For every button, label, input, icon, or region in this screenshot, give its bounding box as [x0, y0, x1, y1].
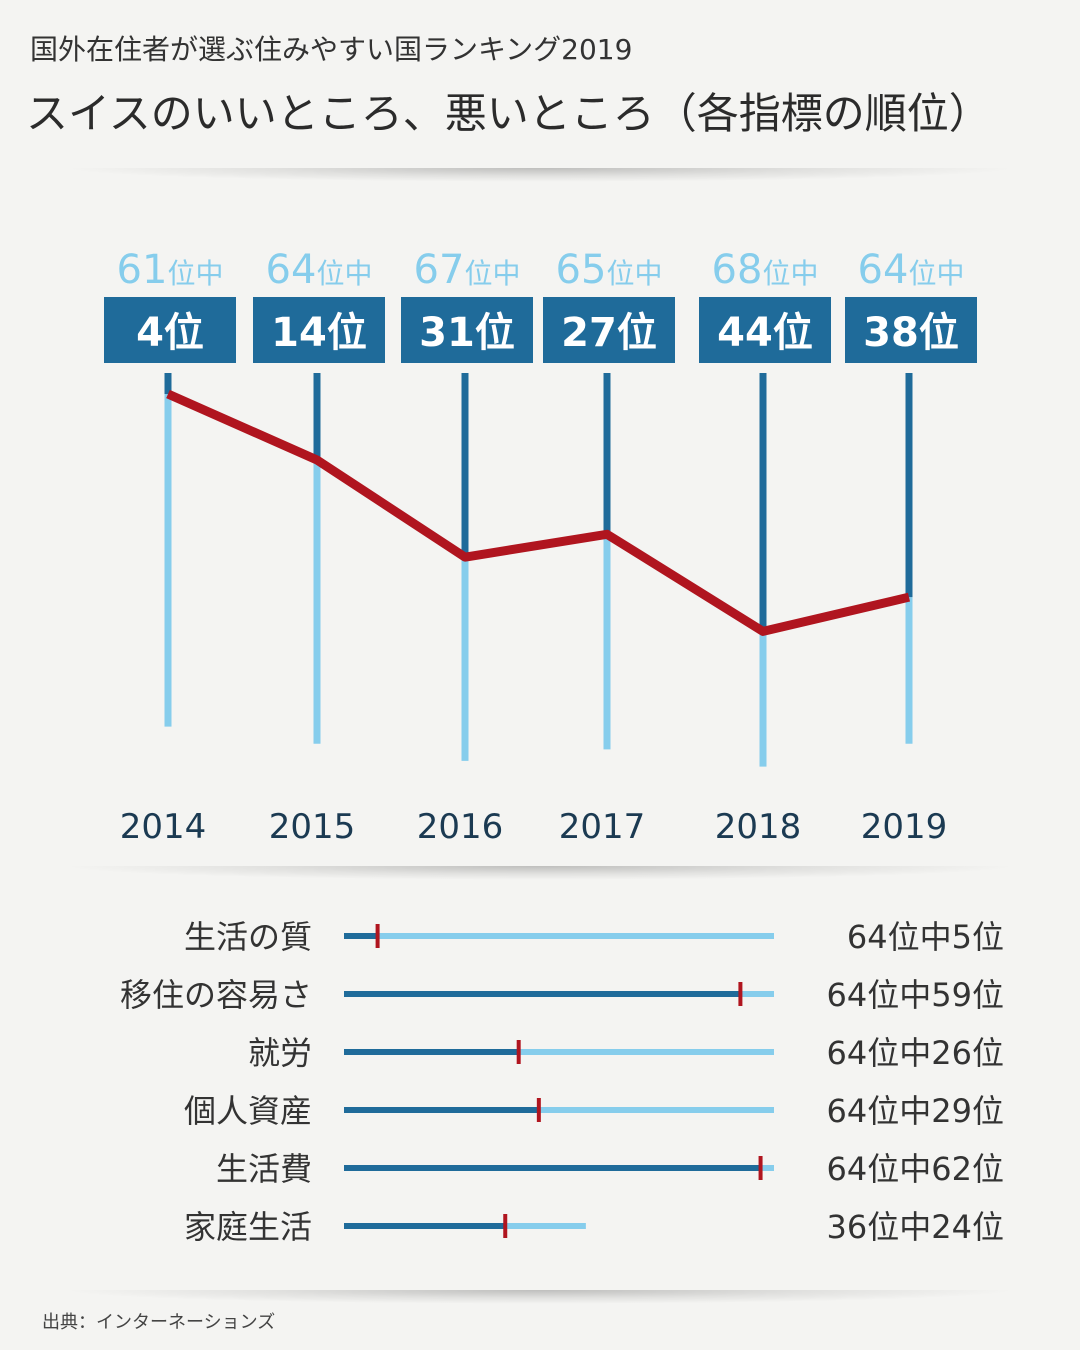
year-tick-label: 2016 [417, 807, 504, 847]
year-tick-label: 2015 [269, 807, 356, 847]
total-label: 67位中 [414, 247, 521, 293]
rank-line-chart: 4位 61位中 2014 14位 64位中 2015 31位 67位中 2016 27位 65位中 2… [104, 247, 977, 847]
rank-label: 27位 [561, 310, 657, 356]
rank-label: 31位 [419, 310, 515, 356]
total-label: 65位中 [556, 247, 663, 293]
indicator-label: 生活費 [216, 1150, 312, 1188]
indicator-value-label: 64位中5位 [847, 918, 1004, 956]
rank-label: 38位 [863, 310, 959, 356]
rank-box [401, 297, 533, 363]
indicator-value-label: 64位中62位 [827, 1150, 1004, 1188]
year-tick-label: 2014 [120, 807, 207, 847]
indicator-value-label: 36位中24位 [827, 1208, 1004, 1246]
total-label: 61位中 [117, 247, 224, 293]
year-tick-label: 2019 [861, 807, 948, 847]
indicator-label: 生活の質 [184, 918, 312, 956]
divider-bottom [60, 1290, 1020, 1304]
indicator-label: 移住の容易さ [120, 976, 312, 1014]
rank-line [166, 389, 911, 636]
rank-box [699, 297, 831, 363]
rank-label: 4位 [136, 310, 204, 356]
indicator-label: 就労 [248, 1034, 312, 1072]
rank-box [104, 297, 236, 363]
rank-box [845, 297, 977, 363]
indicator-label: 家庭生活 [184, 1208, 312, 1246]
indicator-value-label: 64位中29位 [827, 1092, 1004, 1130]
rank-box [543, 297, 675, 363]
chart-subtitle: 国外在住者が選ぶ住みやすい国ランキング2019 [30, 33, 633, 66]
divider-middle [60, 866, 1020, 880]
total-label: 68位中 [712, 247, 819, 293]
indicator-value-label: 64位中26位 [827, 1034, 1004, 1072]
divider-top [60, 168, 1020, 182]
total-label: 64位中 [858, 247, 965, 293]
indicator-label: 個人資産 [184, 1092, 312, 1130]
rank-label: 14位 [271, 310, 367, 356]
chart-title: スイスのいいところ、悪いところ（各指標の順位） [26, 89, 991, 138]
indicator-value-label: 64位中59位 [827, 976, 1004, 1014]
total-label: 64位中 [266, 247, 373, 293]
rank-box [253, 297, 385, 363]
year-tick-label: 2018 [715, 807, 802, 847]
source-note: 出典：インターネーションズ [42, 1312, 276, 1333]
rank-label: 44位 [717, 310, 813, 356]
year-tick-label: 2017 [559, 807, 646, 847]
